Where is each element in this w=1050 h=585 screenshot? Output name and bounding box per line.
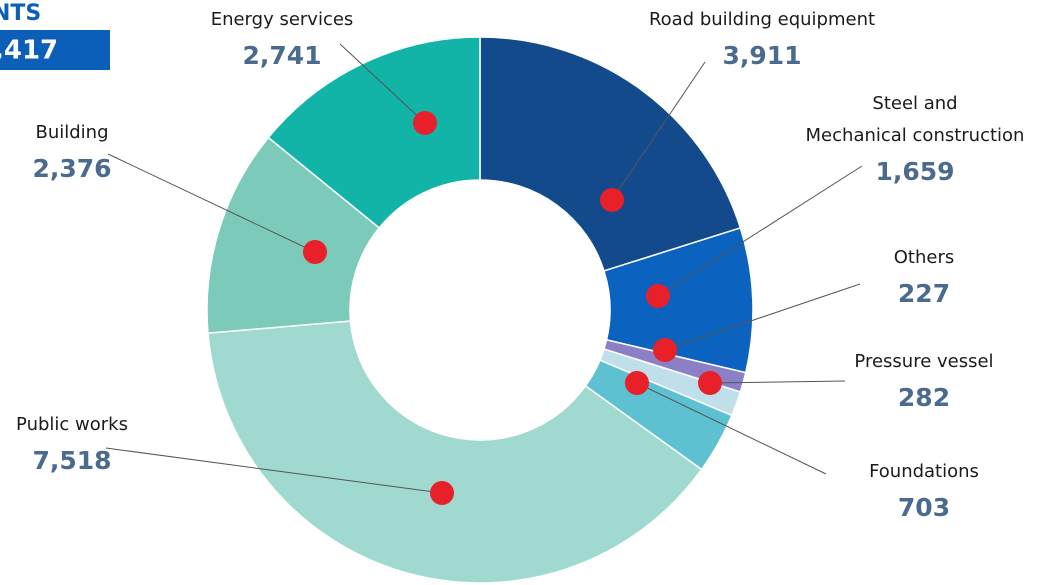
slice-label: Others [893,247,955,268]
total-box [0,30,110,70]
slice [267,36,481,229]
leader-line [636,382,827,475]
slice-label: Foundations [869,461,979,482]
slice [207,320,703,584]
slice-label: Steel and Mechanical construction [805,93,1025,146]
leader-line [105,447,443,494]
marker-dot [646,284,670,308]
value-label: 227 [897,279,951,308]
marker-dot [303,240,327,264]
value-label: 7,518 [32,446,112,475]
slice [479,36,742,272]
marker-dot [430,481,454,505]
marker-dot [653,338,677,362]
leader-line [657,165,863,297]
marker-dot [698,371,722,395]
leader-line [664,283,861,351]
marker-dot [625,371,649,395]
slice-label: Pressure vessel [854,351,994,372]
slice-label: Public works [16,414,128,435]
slice [206,136,381,334]
leader-line [107,153,316,253]
slice-label: Building [35,122,109,143]
marker-dot [600,188,624,212]
leader-line [709,380,846,384]
value-label: 1,659 [875,157,955,186]
marker-dot [413,111,437,135]
value-label: 2,376 [32,154,112,183]
slice-label: Road building equipment [648,9,876,30]
value-label: 2,741 [242,41,322,70]
leader-line [339,43,426,124]
value-label: 703 [897,493,951,522]
value-label: 3,911 [722,41,802,70]
leader-line [611,61,706,201]
value-label: 282 [897,383,951,412]
total-label: ,417 [0,36,58,66]
chart-title: NTS [0,1,41,26]
slice-label: Energy services [210,9,354,30]
